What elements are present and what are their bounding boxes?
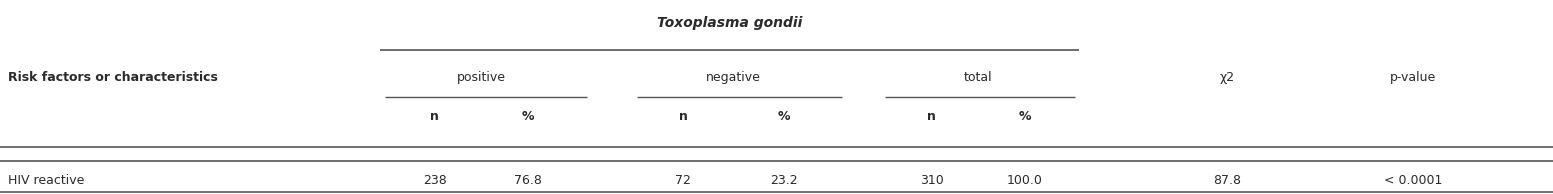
Text: 23.2: 23.2 <box>770 174 798 187</box>
Text: n: n <box>927 110 936 123</box>
Text: χ2: χ2 <box>1219 71 1235 84</box>
Text: Risk factors or characteristics: Risk factors or characteristics <box>8 71 217 84</box>
Text: < 0.0001: < 0.0001 <box>1384 174 1443 187</box>
Text: n: n <box>430 110 439 123</box>
Text: Toxoplasma gondii: Toxoplasma gondii <box>657 16 803 30</box>
Text: 310: 310 <box>919 174 944 187</box>
Text: HIV reactive: HIV reactive <box>8 174 84 187</box>
Text: total: total <box>964 71 992 84</box>
Text: 87.8: 87.8 <box>1213 174 1241 187</box>
Text: negative: negative <box>707 71 761 84</box>
Text: p-value: p-value <box>1390 71 1437 84</box>
Text: 100.0: 100.0 <box>1006 174 1044 187</box>
Text: 72: 72 <box>676 174 691 187</box>
Text: 76.8: 76.8 <box>514 174 542 187</box>
Text: n: n <box>679 110 688 123</box>
Text: %: % <box>522 110 534 123</box>
Text: positive: positive <box>457 71 506 84</box>
Text: %: % <box>778 110 790 123</box>
Text: 238: 238 <box>422 174 447 187</box>
Text: %: % <box>1019 110 1031 123</box>
